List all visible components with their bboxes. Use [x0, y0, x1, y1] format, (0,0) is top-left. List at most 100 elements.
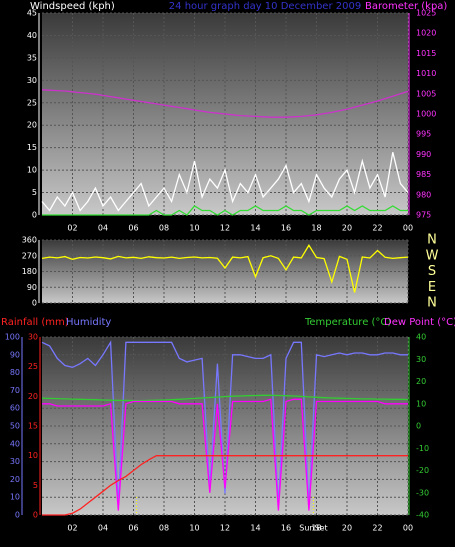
y-tick-label: 20 — [10, 475, 20, 484]
y2-tick-label: 980 — [416, 190, 431, 199]
y2-tick-label: 1005 — [416, 89, 436, 98]
y2-tick-label: 990 — [416, 150, 431, 159]
y2-tick-label: -40 — [416, 511, 429, 520]
y-tick-label: 10 — [10, 493, 20, 502]
x-tick-label: 16 — [281, 224, 291, 233]
y2-tick-label: N — [427, 296, 437, 311]
y-tick-label: 70 — [10, 386, 20, 395]
y-tick-label: 30 — [10, 457, 20, 466]
y-tick-label: 50 — [10, 422, 20, 431]
y2-tick-label: W — [426, 248, 439, 263]
x-tick-label: 16 — [281, 524, 291, 533]
series-line — [42, 455, 408, 516]
y-tick-label: 30 — [27, 76, 37, 85]
y2-tick-label: 1025 — [416, 9, 436, 18]
y-tick-label: 45 — [27, 9, 37, 18]
marker-label: SunSet — [299, 524, 327, 533]
y-tick-label: 25 — [27, 98, 37, 107]
y2-tick-label: 975 — [416, 211, 431, 220]
y-tick-label: 40 — [27, 31, 37, 40]
x-tick-label: 08 — [159, 224, 169, 233]
series-line — [41, 152, 409, 212]
y3-tick-label: 0 — [33, 511, 38, 520]
y2-tick-label: 995 — [416, 130, 431, 139]
y3-axis-label: Rainfall (mm) — [1, 317, 69, 328]
y-tick-label: 0 — [32, 299, 37, 308]
x-tick-label: 20 — [342, 524, 352, 533]
y3-tick-label: 25 — [28, 362, 38, 371]
x-tick-label: 00 — [403, 224, 413, 233]
y2-tick-label: N — [427, 233, 437, 248]
y2-tick-label: 1020 — [416, 29, 436, 38]
y2-tick-label: 10 — [416, 399, 426, 408]
y2-tick-label: 1015 — [416, 49, 436, 58]
y2-axis-label: Barometer (kpa) — [365, 1, 447, 12]
x-tick-label: 18 — [311, 524, 321, 533]
x-tick-label: 06 — [128, 224, 138, 233]
y2-tick-label: -20 — [416, 466, 429, 475]
y-tick-label: 360 — [22, 236, 37, 245]
y-axis-label: Windspeed (kph) — [30, 1, 115, 12]
x-tick-label: 22 — [372, 224, 382, 233]
y-axis-label: Humidity — [66, 317, 111, 328]
x-tick-label: 18 — [311, 224, 321, 233]
y2-tick-label: -30 — [416, 488, 429, 497]
x-tick-label: 08 — [159, 524, 169, 533]
y-tick-label: 10 — [27, 166, 37, 175]
y2-tick-label: 985 — [416, 170, 431, 179]
y3-tick-label: 15 — [28, 422, 38, 431]
series-line — [41, 89, 409, 118]
y-tick-label: 40 — [10, 439, 20, 448]
y3-tick-label: 20 — [28, 392, 38, 401]
series-line — [42, 205, 408, 216]
x-tick-label: 00 — [403, 524, 413, 533]
y-tick-label: 5 — [32, 188, 37, 197]
x-tick-label: 10 — [189, 524, 199, 533]
y2-tick-label: 1000 — [416, 110, 436, 119]
x-tick-label: 14 — [250, 224, 260, 233]
y2-tick-label: S — [428, 264, 436, 279]
x-tick-label: 22 — [372, 524, 382, 533]
x-tick-label: 12 — [220, 524, 230, 533]
y-tick-label: 20 — [27, 121, 37, 130]
series-line — [41, 244, 409, 293]
y-tick-label: 0 — [15, 511, 20, 520]
y-tick-label: 180 — [22, 267, 37, 276]
y2-axis-label: Dew Point (°C) — [384, 317, 455, 328]
y-tick-label: 35 — [27, 53, 37, 62]
y2-tick-label: -10 — [416, 444, 429, 453]
x-tick-label: 14 — [250, 524, 260, 533]
x-tick-label: 04 — [98, 524, 108, 533]
y-tick-label: 80 — [10, 368, 20, 377]
y-tick-label: 90 — [10, 350, 20, 359]
y-tick-label: 0 — [32, 211, 37, 220]
series-line — [41, 340, 408, 507]
series-line — [42, 398, 408, 511]
y2-tick-label: 0 — [416, 422, 421, 431]
x-tick-label: 02 — [67, 224, 77, 233]
y2-tick-label: 20 — [416, 377, 426, 386]
series-line — [41, 394, 409, 402]
chart-title: 24 hour graph day 10 December 2009 — [169, 1, 361, 12]
y-tick-label: 60 — [10, 404, 20, 413]
x-tick-label: 20 — [342, 224, 352, 233]
y2-tick-label: E — [428, 280, 436, 295]
y3-tick-label: 30 — [28, 333, 38, 342]
x-tick-label: 02 — [67, 524, 77, 533]
y-tick-label: 15 — [27, 143, 37, 152]
y3-tick-label: 5 — [33, 481, 38, 490]
y-tick-label: 100 — [5, 333, 20, 342]
y-tick-label: 90 — [27, 283, 37, 292]
y-tick-label: 270 — [22, 251, 37, 260]
y2-axis-label: Temperature (°C) — [304, 317, 391, 328]
y2-tick-label: 30 — [416, 355, 426, 364]
x-tick-label: 06 — [128, 524, 138, 533]
x-tick-label: 10 — [189, 224, 199, 233]
x-tick-label: 04 — [98, 224, 108, 233]
x-tick-label: 12 — [220, 224, 230, 233]
y3-tick-label: 10 — [28, 451, 38, 460]
y2-tick-label: 40 — [416, 333, 426, 342]
y2-tick-label: 1010 — [416, 69, 436, 78]
